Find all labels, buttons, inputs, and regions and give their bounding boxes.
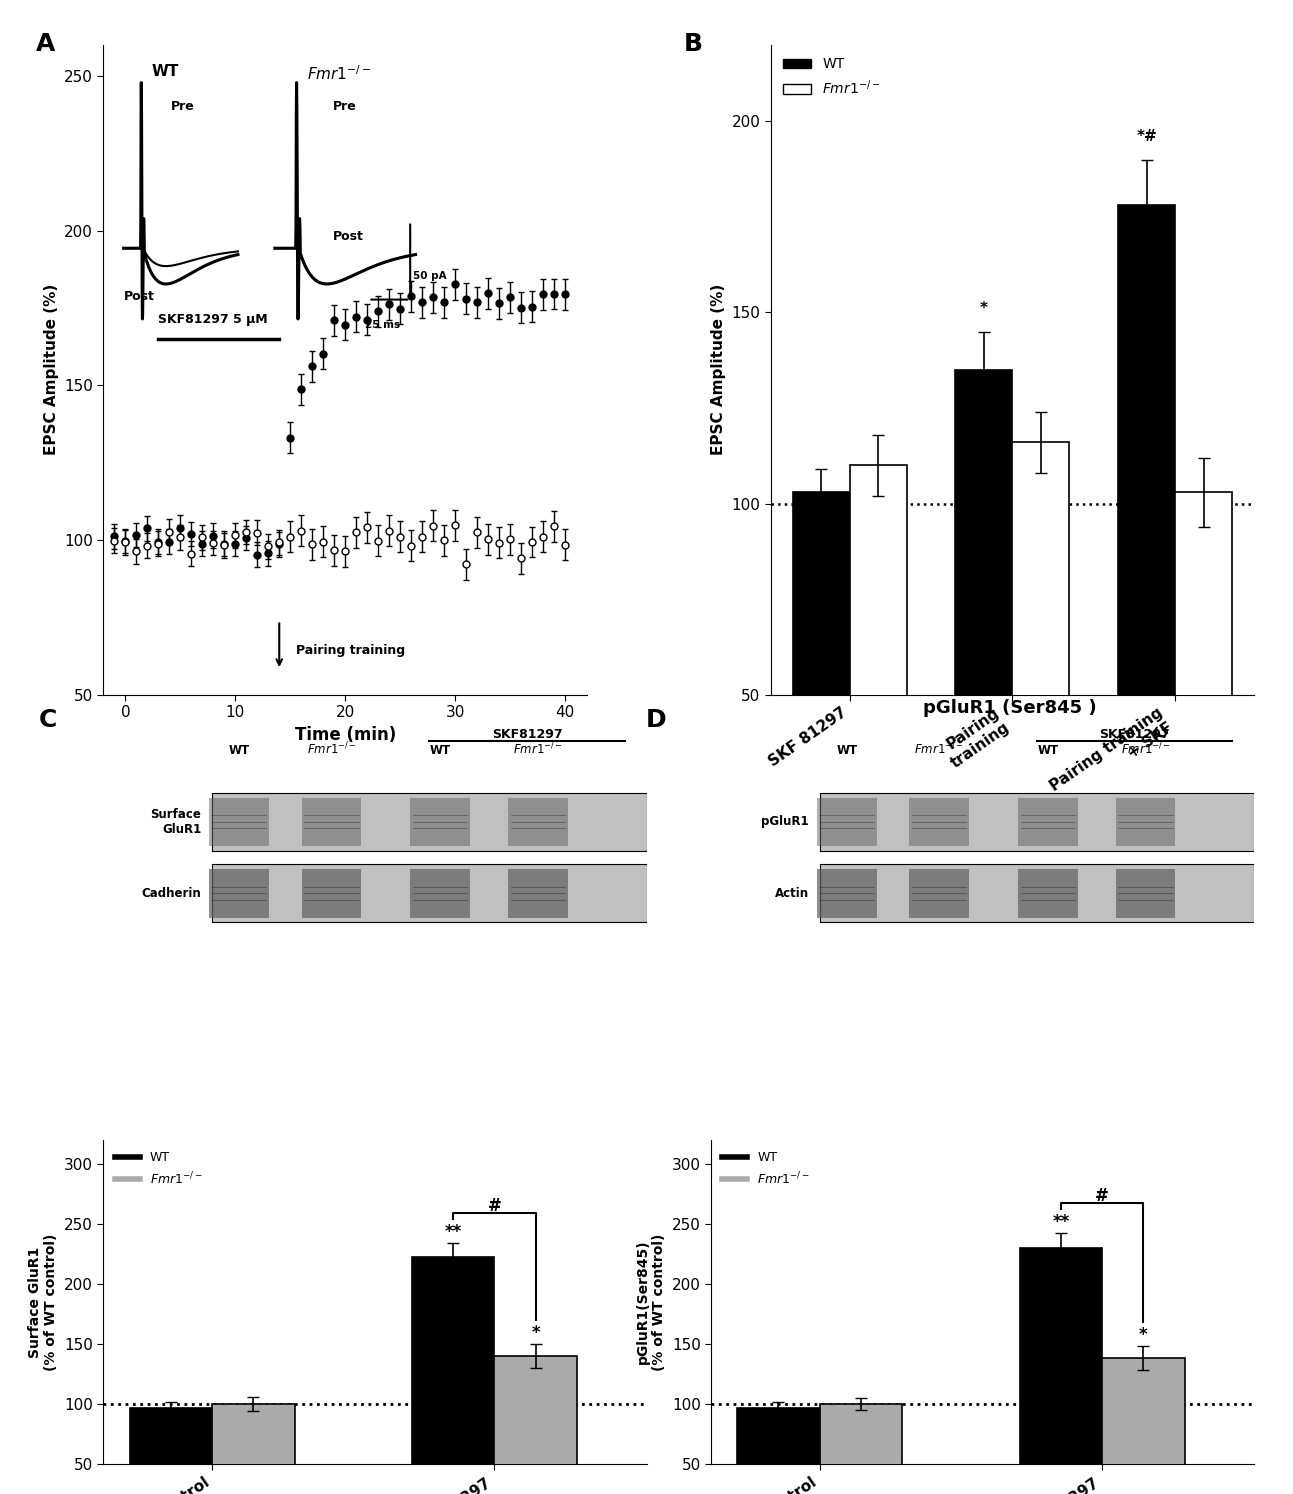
Text: pGluR1 (Ser845 ): pGluR1 (Ser845 ) (923, 699, 1096, 717)
Bar (301, 798, 361, 846)
Bar (1020, 1247, 1102, 1494)
Bar (508, 798, 568, 846)
Text: #: # (1095, 1188, 1109, 1206)
Bar (212, 793, 646, 852)
Text: $\it{Fmr1}$$^{-/-}$: $\it{Fmr1}$$^{-/-}$ (513, 741, 562, 757)
Text: *#: *# (1137, 128, 1157, 145)
Text: WT: WT (229, 744, 250, 757)
Text: **: ** (1053, 1213, 1069, 1231)
Bar (494, 1357, 577, 1494)
X-axis label: Time (min): Time (min) (295, 726, 396, 744)
Bar (209, 798, 269, 846)
Text: *: * (1139, 1327, 1148, 1345)
Bar (508, 870, 568, 917)
Y-axis label: Surface GluR1
(% of WT control): Surface GluR1 (% of WT control) (28, 1233, 58, 1370)
Text: #: # (487, 1197, 502, 1215)
Text: Cadherin: Cadherin (141, 887, 202, 899)
Text: $\it{Fmr1}$$^{-/-}$: $\it{Fmr1}$$^{-/-}$ (1121, 741, 1170, 757)
Bar (817, 798, 877, 846)
Text: $\it{Fmr1}$$^{-/-}$: $\it{Fmr1}$$^{-/-}$ (306, 741, 357, 757)
Text: $\it{Fmr1}$$^{-/-}$: $\it{Fmr1}$$^{-/-}$ (914, 741, 965, 757)
Text: WT: WT (837, 744, 857, 757)
Legend: WT, $\it{Fmr1}$$^{-/-}$: WT, $\it{Fmr1}$$^{-/-}$ (777, 52, 886, 103)
Bar (1018, 798, 1078, 846)
Bar (209, 870, 269, 917)
Text: Actin: Actin (775, 887, 809, 899)
Bar (820, 1404, 903, 1494)
Bar (820, 864, 1254, 922)
Bar (1118, 205, 1175, 886)
Text: **: ** (445, 1224, 462, 1242)
Bar (909, 798, 970, 846)
Text: pGluR1: pGluR1 (762, 816, 809, 828)
Bar (410, 870, 471, 917)
Text: WT: WT (151, 64, 180, 79)
Bar (793, 492, 850, 886)
Bar (1116, 798, 1175, 846)
Bar (1012, 442, 1069, 886)
Text: C: C (39, 708, 57, 732)
Legend: WT, $\it{Fmr1}$$^{-/-}$: WT, $\it{Fmr1}$$^{-/-}$ (110, 1146, 208, 1192)
Bar (212, 864, 646, 922)
Text: SKF81297 5 μM: SKF81297 5 μM (158, 314, 268, 326)
Text: *: * (531, 1324, 540, 1342)
Bar (412, 1258, 494, 1494)
Y-axis label: EPSC Amplitude (%): EPSC Amplitude (%) (44, 284, 58, 456)
Bar (1018, 870, 1078, 917)
Text: SKF81297: SKF81297 (491, 728, 562, 741)
Bar (737, 1407, 820, 1494)
Bar (817, 870, 877, 917)
Text: $\it{Fmr1}$$^{-/-}$: $\it{Fmr1}$$^{-/-}$ (306, 64, 371, 84)
Bar (129, 1407, 212, 1494)
Text: A: A (36, 31, 56, 55)
Bar (212, 1404, 295, 1494)
Text: B: B (684, 31, 702, 55)
Y-axis label: pGluR1(Ser845)
(% of WT control): pGluR1(Ser845) (% of WT control) (636, 1233, 666, 1370)
Bar (1102, 1358, 1184, 1494)
Text: WT: WT (429, 744, 451, 757)
Legend: WT, $\it{Fmr1}$$^{-/-}$: WT, $\it{Fmr1}$$^{-/-}$ (718, 1146, 816, 1192)
Bar (820, 793, 1254, 852)
Text: *: * (980, 302, 988, 317)
Text: Surface
GluR1: Surface GluR1 (150, 808, 202, 837)
Bar (956, 369, 1012, 886)
Y-axis label: EPSC Amplitude (%): EPSC Amplitude (%) (711, 284, 725, 456)
Text: D: D (646, 708, 667, 732)
Text: WT: WT (1037, 744, 1059, 757)
Bar (410, 798, 471, 846)
Bar (301, 870, 361, 917)
Text: SKF81297: SKF81297 (1099, 728, 1170, 741)
Bar (1116, 870, 1175, 917)
Text: Pairing training: Pairing training (296, 644, 405, 657)
Bar (909, 870, 970, 917)
Bar (1175, 492, 1232, 886)
Bar (850, 465, 906, 886)
